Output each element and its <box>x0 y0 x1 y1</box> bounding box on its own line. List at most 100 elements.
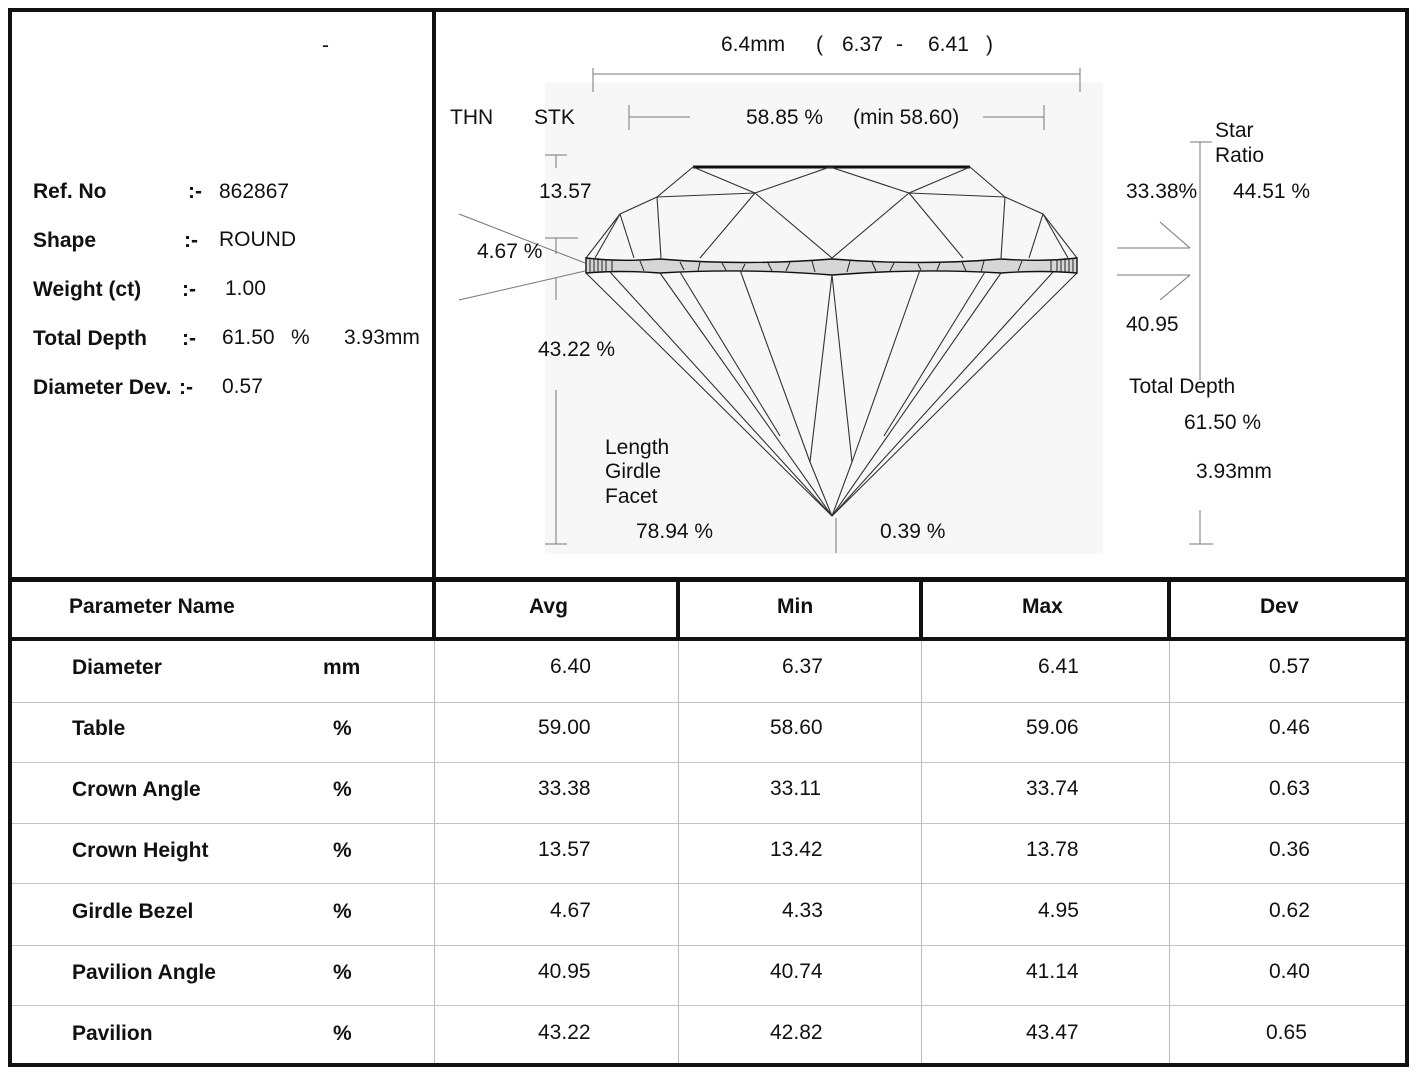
row-unit-pavilion: % <box>333 1022 352 1045</box>
row-min-table: 58.60 <box>770 716 823 739</box>
total-depth-label: Total Depth <box>33 327 147 350</box>
pavilion-depth-value: 43.22 % <box>538 338 616 361</box>
row-max-table: 59.06 <box>1026 716 1079 739</box>
row-unit-crown-angle: % <box>333 778 352 801</box>
row-dev-crown-angle: 0.63 <box>1269 777 1310 800</box>
grid-col-3 <box>921 641 922 1063</box>
grid-col-2 <box>678 641 679 1063</box>
grid-col-1 <box>434 641 435 1063</box>
total-depth-diagram-label: Total Depth <box>1129 375 1236 398</box>
col-header-parameter: Parameter Name <box>69 595 235 618</box>
top-divider <box>432 8 436 582</box>
star-ratio-label-line2: Ratio <box>1215 144 1265 167</box>
row-avg-pavilion-angle: 40.95 <box>538 960 591 983</box>
section-divider <box>8 577 1409 582</box>
girdle-thickness-value: 4.67 % <box>477 240 543 263</box>
star-ratio-value: 44.51 % <box>1233 180 1311 203</box>
diameter-max: 6.41 <box>928 33 969 56</box>
row-name-girdle-bezel: Girdle Bezel <box>72 900 194 923</box>
row-min-pavilion-angle: 40.74 <box>770 960 823 983</box>
row-name-diameter: Diameter <box>72 656 162 679</box>
col-header-min: Min <box>777 595 814 618</box>
diameter-dev-label: Diameter Dev. <box>33 376 172 399</box>
header-col-line-4 <box>1167 580 1171 640</box>
grid-row-line <box>12 1005 1405 1006</box>
table-percent: 58.85 % <box>746 106 824 129</box>
row-unit-girdle-bezel: % <box>333 900 352 923</box>
row-avg-crown-height: 13.57 <box>538 838 591 861</box>
shape-sep: :- <box>184 229 198 252</box>
diameter-dev-value: 0.57 <box>222 375 263 398</box>
row-max-crown-height: 13.78 <box>1026 838 1079 861</box>
diameter-dev-sep: :- <box>179 376 193 399</box>
row-max-diameter: 6.41 <box>1038 655 1079 678</box>
ref-no-label: Ref. No <box>33 180 107 203</box>
shape-label: Shape <box>33 229 97 252</box>
row-dev-table: 0.46 <box>1269 716 1310 739</box>
diameter-value: 6.4mm <box>721 33 786 56</box>
diameter-range-close: ) <box>986 33 993 56</box>
total-depth-sep: :- <box>182 327 196 350</box>
ref-no-value: 862867 <box>219 180 290 203</box>
ref-no-sep: :- <box>188 180 202 203</box>
crown-height-value: 13.57 <box>539 180 592 203</box>
row-min-crown-angle: 33.11 <box>770 777 821 800</box>
row-name-table: Table <box>72 717 126 740</box>
row-avg-crown-angle: 33.38 <box>538 777 591 800</box>
crown-angle-value: 33.38% <box>1126 180 1198 203</box>
row-max-pavilion-angle: 41.14 <box>1026 960 1079 983</box>
grid-row-line <box>12 945 1405 946</box>
row-name-pavilion: Pavilion <box>72 1022 153 1045</box>
table-min: (min 58.60) <box>853 106 960 129</box>
col-header-avg: Avg <box>529 595 568 618</box>
row-name-pavilion-angle: Pavilion Angle <box>72 961 216 984</box>
row-max-girdle-bezel: 4.95 <box>1038 899 1079 922</box>
total-depth-percent: % <box>291 326 310 349</box>
total-depth-diagram-percent: 61.50 % <box>1184 411 1262 434</box>
row-min-girdle-bezel: 4.33 <box>782 899 823 922</box>
row-min-pavilion: 42.82 <box>770 1021 823 1044</box>
total-depth-diagram-mm: 3.93mm <box>1196 460 1272 483</box>
header-dash: - <box>322 34 329 57</box>
col-header-max: Max <box>1022 595 1063 618</box>
lgf-label-line3: Facet <box>605 485 658 508</box>
row-name-crown-height: Crown Height <box>72 839 209 862</box>
shape-value: ROUND <box>219 228 296 251</box>
header-col-line-1 <box>432 580 436 640</box>
pavilion-angle-value: 40.95 <box>1126 313 1179 336</box>
weight-sep: :- <box>182 278 196 301</box>
lgf-value: 78.94 % <box>636 520 714 543</box>
row-avg-table: 59.00 <box>538 716 591 739</box>
star-ratio-label-line1: Star <box>1215 119 1254 142</box>
row-avg-girdle-bezel: 4.67 <box>550 899 591 922</box>
report-frame <box>8 8 1409 1067</box>
header-col-line-3 <box>919 580 923 640</box>
weight-label: Weight (ct) <box>33 278 142 301</box>
diameter-range-dash: - <box>896 33 903 56</box>
lgf-label-line1: Length <box>605 436 670 459</box>
weight-value: 1.00 <box>225 277 266 300</box>
row-unit-table: % <box>333 717 352 740</box>
row-min-crown-height: 13.42 <box>770 838 823 861</box>
grid-row-line <box>12 702 1405 703</box>
row-unit-crown-height: % <box>333 839 352 862</box>
row-dev-pavilion-angle: 0.40 <box>1269 960 1310 983</box>
girdle-thin-label: THN <box>450 106 494 129</box>
row-avg-pavilion: 43.22 <box>538 1021 591 1044</box>
row-dev-pavilion: 0.65 <box>1266 1021 1307 1044</box>
total-depth-mm: 3.93mm <box>344 326 420 349</box>
grid-col-4 <box>1169 641 1170 1063</box>
row-min-diameter: 6.37 <box>782 655 823 678</box>
header-col-line-2 <box>676 580 680 640</box>
girdle-stk-label: STK <box>534 106 575 129</box>
diamond-diagram-background <box>545 82 1103 554</box>
diameter-min: 6.37 <box>842 33 883 56</box>
col-header-dev: Dev <box>1260 595 1299 618</box>
header-divider <box>8 637 1409 641</box>
row-dev-crown-height: 0.36 <box>1269 838 1310 861</box>
culet-value: 0.39 % <box>880 520 946 543</box>
total-depth-value: 61.50 <box>222 326 275 349</box>
diameter-range-open: ( <box>816 33 823 56</box>
row-name-crown-angle: Crown Angle <box>72 778 201 801</box>
lgf-label-line2: Girdle <box>605 460 662 483</box>
